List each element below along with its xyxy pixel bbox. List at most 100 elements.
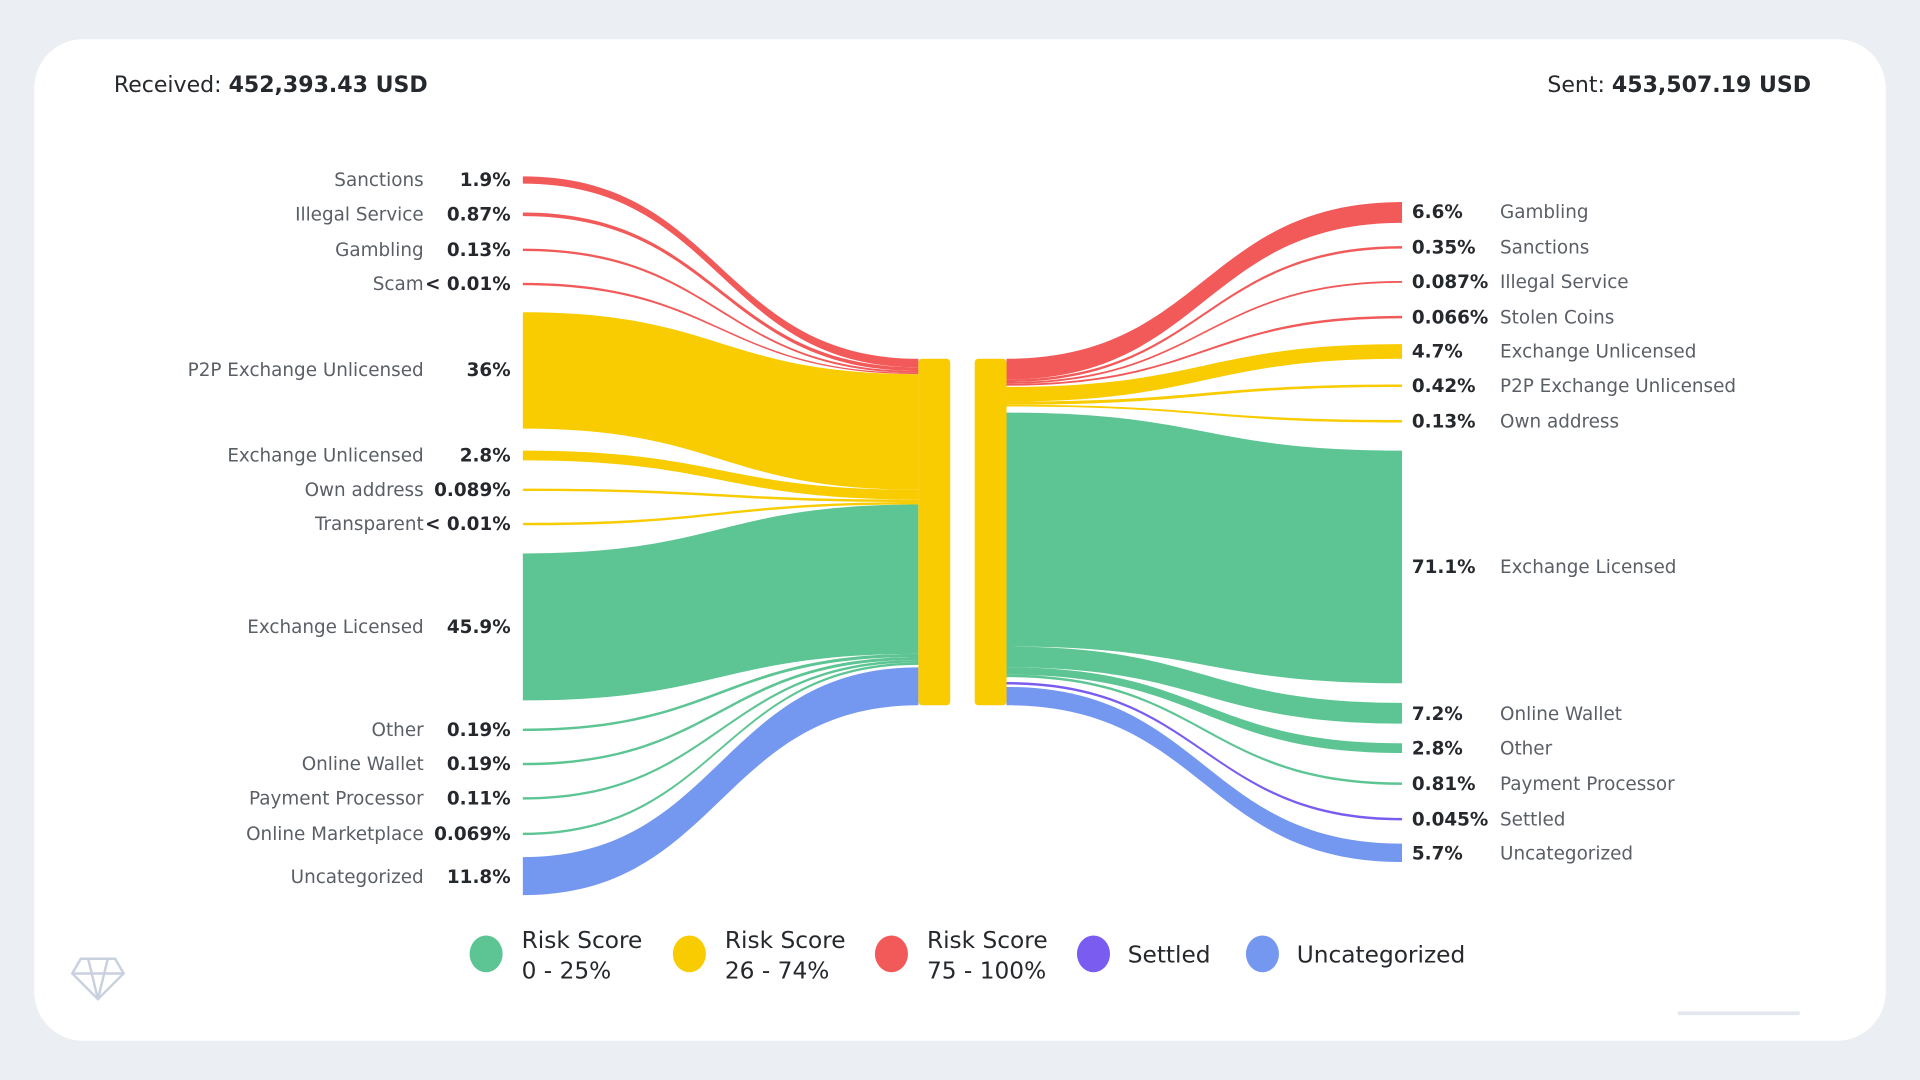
legend-label: Risk Score (522, 927, 643, 954)
sent-flow-settled[interactable] (1006, 682, 1403, 821)
legend-item-settled[interactable]: Settled (1076, 935, 1211, 973)
received-pct: 45.9% (447, 617, 511, 638)
received-flow-gambling[interactable] (522, 248, 919, 373)
legend-item-uncategorized[interactable]: Uncategorized (1245, 935, 1465, 973)
legend-swatch (1245, 935, 1279, 973)
sent-flow-online-wallet[interactable] (1006, 646, 1403, 724)
legend-label: Uncategorized (1297, 941, 1465, 968)
received-flow-sanctions[interactable] (522, 176, 919, 368)
received-node-bar[interactable] (918, 358, 951, 706)
received-pct: < 0.01% (425, 514, 510, 535)
diamond-icon (70, 957, 126, 1001)
received-flow-p2p-exchange-unlicensed[interactable] (522, 312, 919, 490)
received-label: Gambling (335, 240, 424, 261)
sent-pct: 71.1% (1412, 557, 1476, 578)
sent-flow-stolen-coins[interactable] (1006, 315, 1403, 386)
received-label: Online Marketplace (246, 824, 424, 845)
sent-label: Exchange Licensed (1500, 557, 1676, 578)
sent-pct: 0.42% (1412, 376, 1476, 397)
sent-label: Uncategorized (1500, 844, 1633, 865)
received-pct: 2.8% (460, 446, 511, 467)
sent-flow-exchange-licensed[interactable] (1006, 412, 1403, 684)
legend-range: 75 - 100% (927, 957, 1046, 984)
received-flow-other[interactable] (522, 653, 919, 732)
received-pct: 0.089% (434, 480, 510, 501)
received-flow-online-marketplace[interactable] (522, 662, 919, 836)
received-flow-own-address[interactable] (522, 488, 919, 503)
received-label: Other (372, 720, 425, 741)
received-pct: 36% (467, 360, 511, 381)
sent-total: Sent: 453,507.19 USD (1547, 73, 1811, 98)
card (34, 39, 1886, 1041)
received-flow-scam[interactable] (522, 282, 919, 375)
received-flow-transparent[interactable] (522, 502, 919, 526)
sent-flow-exchange-unlicensed[interactable] (1006, 344, 1403, 402)
received-label: Own address (305, 480, 424, 501)
received-label: Payment Processor (249, 788, 424, 809)
sent-flow-p2p-exchange-unlicensed[interactable] (1006, 384, 1403, 405)
scrollbar[interactable] (1677, 1011, 1800, 1016)
legend-label: Settled (1128, 941, 1211, 968)
sent-pct: 7.2% (1412, 704, 1463, 725)
sent-pct: 0.066% (1412, 307, 1488, 328)
received-flow-illegal-service[interactable] (522, 212, 919, 372)
sent-label: Payment Processor (1500, 774, 1675, 795)
received-label: Sanctions (334, 170, 423, 191)
received-label: P2P Exchange Unlicensed (188, 360, 424, 381)
sent-label: Gambling (1500, 202, 1589, 223)
sent-pct: 0.81% (1412, 774, 1476, 795)
received-flow-exchange-unlicensed[interactable] (522, 450, 919, 500)
sent-flow-other[interactable] (1006, 667, 1403, 754)
sent-pct: 0.045% (1412, 809, 1488, 830)
received-pct: 0.19% (447, 720, 511, 741)
received-total: Received: 452,393.43 USD (114, 73, 428, 98)
received-label: Illegal Service (295, 204, 424, 225)
sent-pct: 0.35% (1412, 237, 1476, 258)
received-flow-online-wallet[interactable] (522, 656, 919, 766)
sent-flow-gambling[interactable] (1006, 202, 1403, 380)
sent-label: Stolen Coins (1500, 307, 1614, 328)
sent-pct: 0.13% (1412, 411, 1476, 432)
sent-flow-uncategorized[interactable] (1006, 686, 1403, 863)
received-label: Exchange Licensed (247, 617, 423, 638)
sent-label: Sanctions (1500, 237, 1589, 258)
legend-swatch (1076, 935, 1110, 973)
legend-label: Risk Score (725, 927, 846, 954)
sent-flow-illegal-service[interactable] (1006, 281, 1403, 384)
sent-label: P2P Exchange Unlicensed (1500, 376, 1736, 397)
received-pct: 0.19% (447, 754, 511, 775)
sent-node-bar[interactable] (974, 358, 1007, 706)
sent-label: Settled (1500, 809, 1565, 830)
received-pct: 0.87% (447, 204, 511, 225)
sent-flow-sanctions[interactable] (1006, 246, 1403, 383)
legend-item-risk-high[interactable]: Risk Score 75 - 100% (874, 927, 1048, 985)
sent-label: Online Wallet (1500, 704, 1622, 725)
received-pct: 0.069% (434, 824, 510, 845)
received-pct: < 0.01% (425, 274, 510, 295)
legend-swatch (672, 935, 706, 973)
sent-pct: 2.8% (1412, 738, 1463, 759)
received-flow-payment-processor[interactable] (522, 660, 919, 800)
sent-flow-payment-processor[interactable] (1006, 674, 1403, 785)
received-pct: 0.13% (447, 240, 511, 261)
legend-range: 26 - 74% (725, 957, 829, 984)
sent-label: Own address (1500, 411, 1619, 432)
received-flow-exchange-licensed[interactable] (522, 504, 919, 701)
legend-swatch (874, 935, 908, 973)
sent-pct: 0.087% (1412, 272, 1488, 293)
legend-range: 0 - 25% (522, 957, 612, 984)
received-flow-uncategorized[interactable] (522, 667, 919, 896)
received-pct: 11.8% (447, 867, 511, 888)
legend-swatch (469, 935, 503, 973)
received-label: Scam (373, 274, 424, 295)
legend-item-risk-low[interactable]: Risk Score 0 - 25% (469, 927, 643, 985)
sent-flow-own-address[interactable] (1006, 404, 1403, 423)
sent-pct: 4.7% (1412, 342, 1463, 363)
sent-pct: 6.6% (1412, 202, 1463, 223)
sent-label: Other (1500, 738, 1553, 759)
received-label: Transparent (314, 514, 424, 535)
received-label: Uncategorized (291, 867, 424, 888)
legend-item-risk-medium[interactable]: Risk Score 26 - 74% (672, 927, 846, 985)
